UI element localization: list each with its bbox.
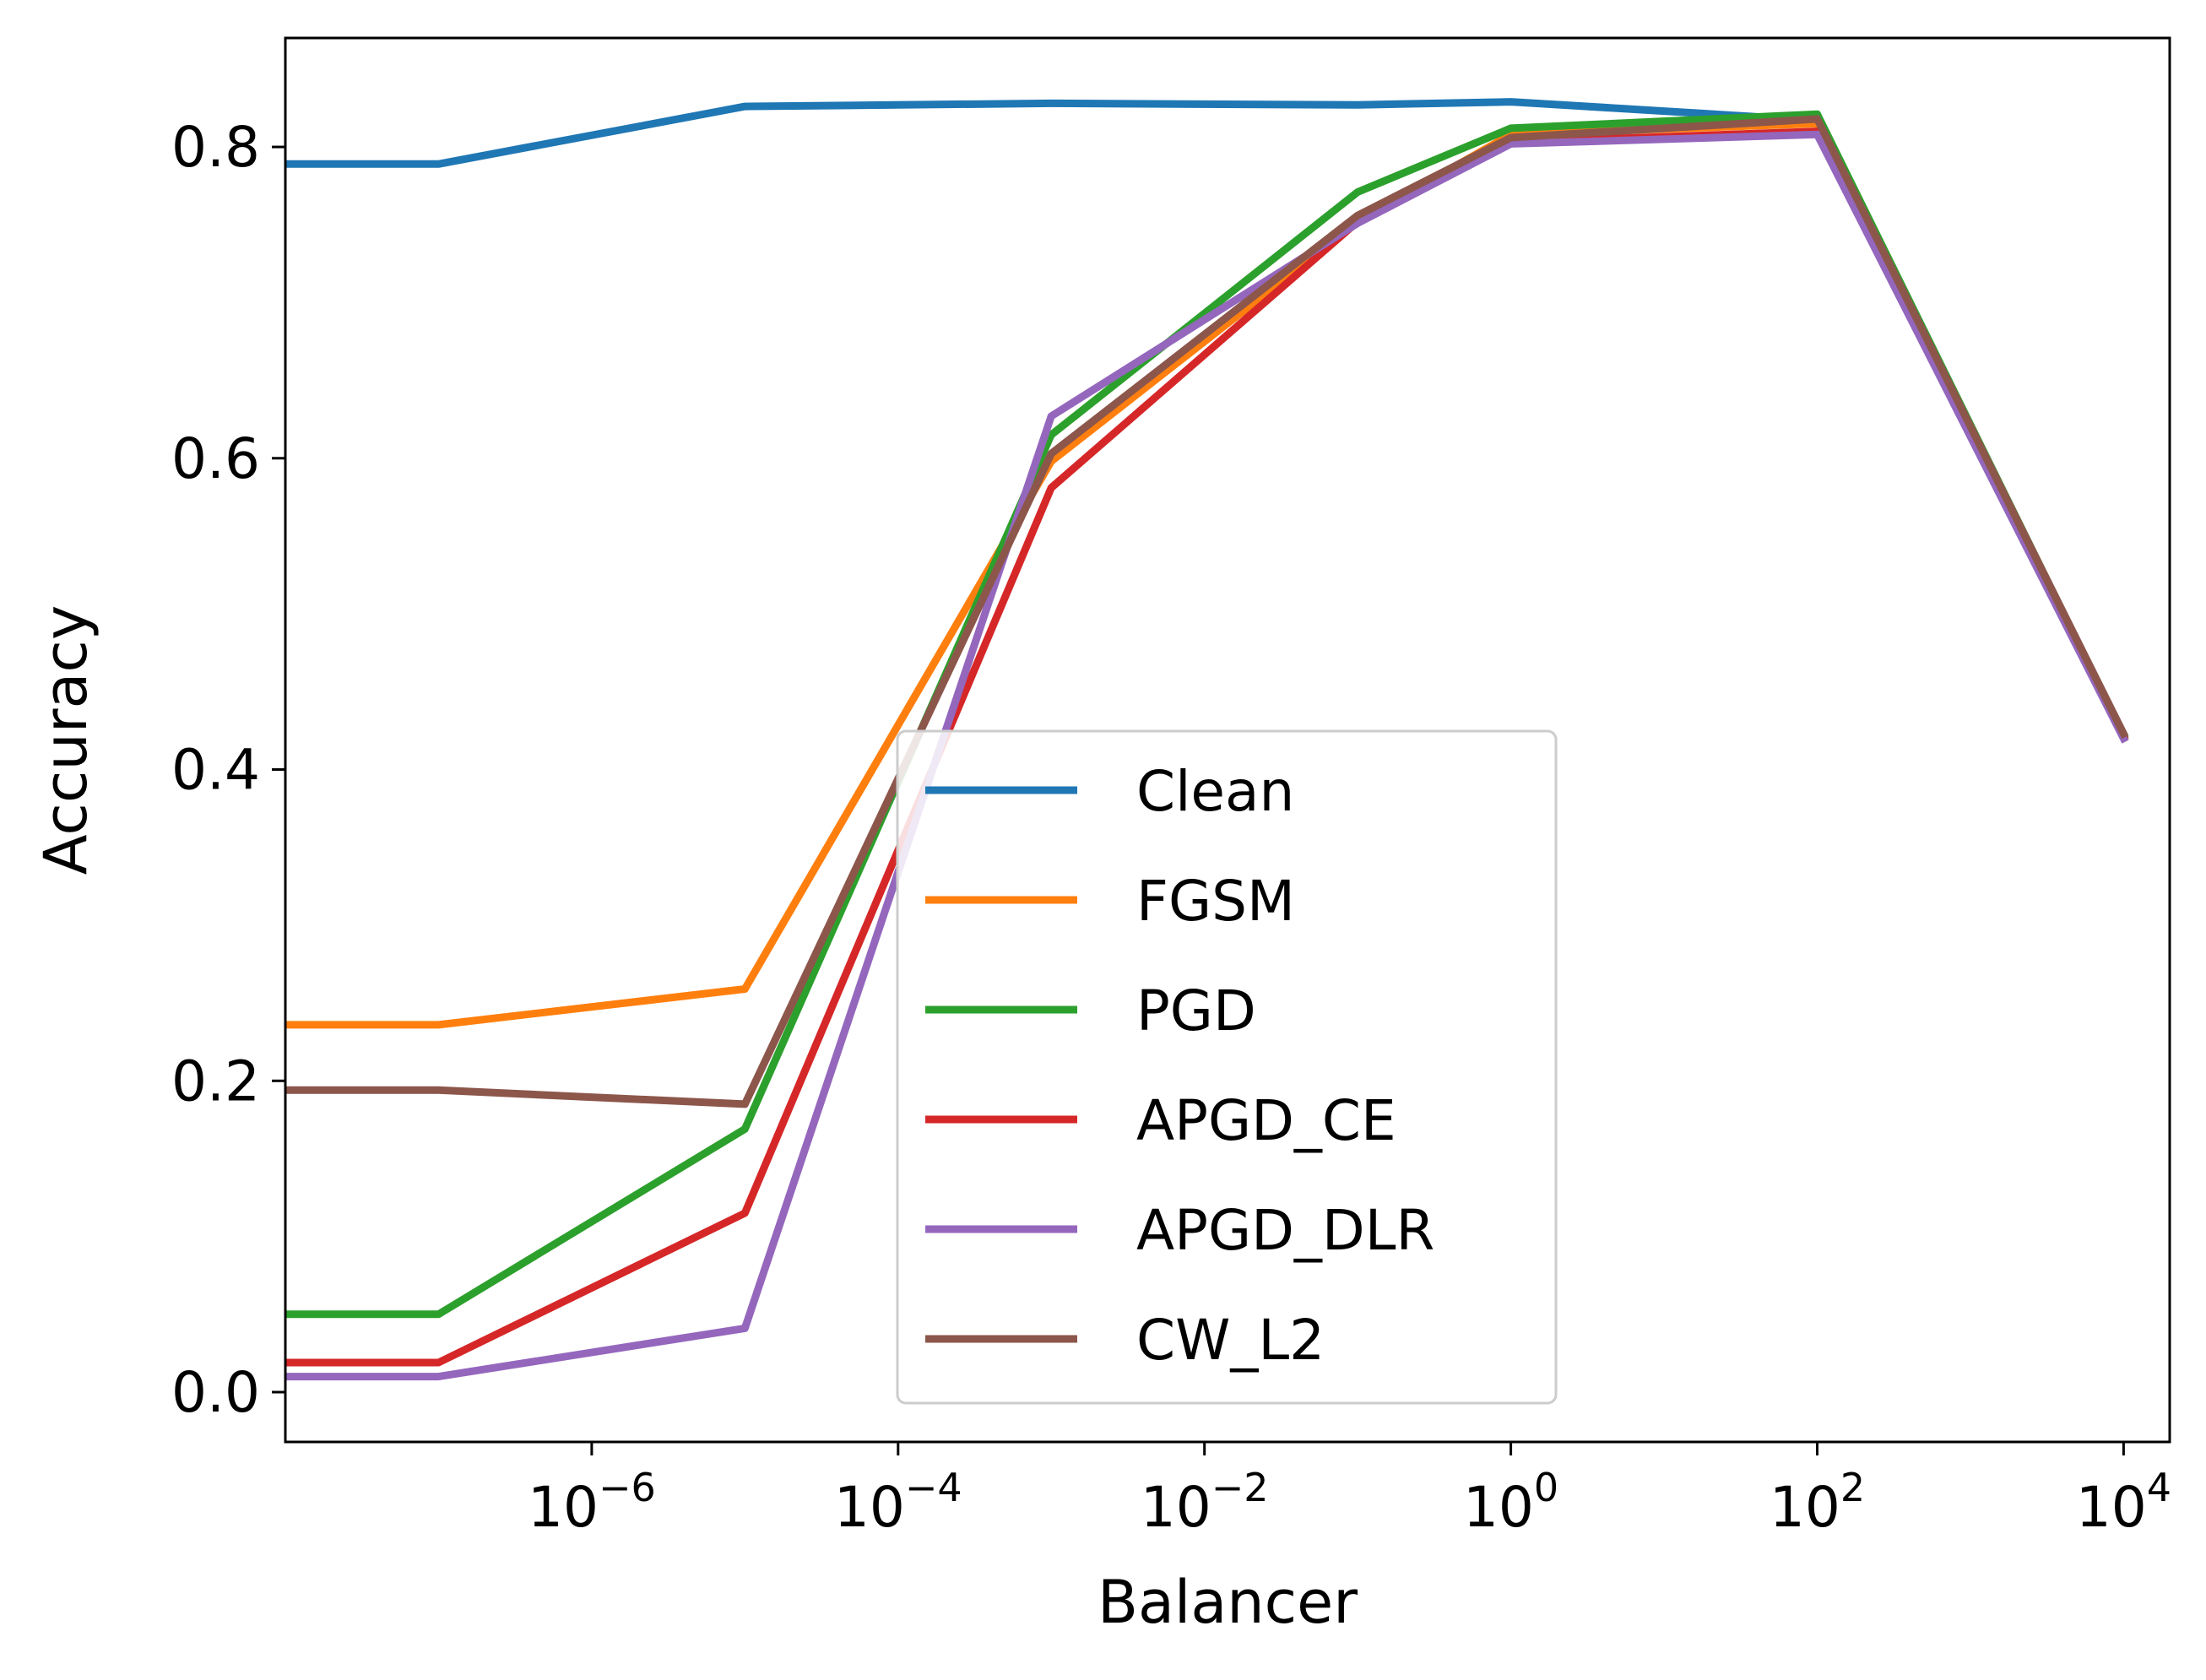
x-axis-ticks: 10−6 10−4 10−2 100 102 104 — [528, 1442, 2171, 1540]
legend: Clean FGSM PGD APGD_CE APGD_DLR CW_L2 — [896, 729, 1558, 1405]
legend-item-fgsm: FGSM — [925, 869, 1295, 934]
x-tick-label: 10−2 — [1141, 1465, 1269, 1540]
legend-label: FGSM — [1136, 869, 1295, 934]
y-tick-label: 0.0 — [171, 1360, 260, 1425]
series-line-apgd-dlr — [285, 130, 2129, 1381]
legend-items: Clean FGSM PGD APGD_CE APGD_DLR CW_L2 — [925, 759, 1434, 1373]
legend-item-pgd: PGD — [925, 978, 1256, 1043]
y-axis-label: Accuracy — [31, 605, 100, 875]
y-tick-label: 0.8 — [171, 115, 260, 180]
y-tick-label: 0.2 — [171, 1049, 260, 1114]
legend-label: PGD — [1136, 978, 1256, 1043]
y-tick-label: 0.4 — [171, 738, 260, 803]
series-line-pgd — [285, 110, 2129, 1319]
legend-label: Clean — [1136, 759, 1294, 824]
x-tick-label: 10−4 — [834, 1465, 962, 1540]
y-tick-label: 0.6 — [171, 426, 260, 491]
x-tick-label: 104 — [2076, 1465, 2171, 1540]
x-tick-label: 10−6 — [528, 1465, 656, 1540]
x-axis-label: Balancer — [1098, 1568, 1358, 1637]
legend-item-apgd-dlr: APGD_DLR — [925, 1198, 1434, 1263]
legend-label: APGD_CE — [1136, 1088, 1396, 1153]
x-tick-label: 100 — [1463, 1465, 1558, 1540]
legend-item-apgd-ce: APGD_CE — [925, 1088, 1396, 1153]
series-line-cw-l2 — [285, 115, 2129, 1108]
series-lines — [285, 98, 2129, 1381]
legend-label: APGD_DLR — [1136, 1198, 1434, 1263]
legend-label: CW_L2 — [1136, 1308, 1325, 1373]
legend-box — [896, 729, 1558, 1405]
y-axis-ticks: 0.0 0.2 0.4 0.6 0.8 — [171, 115, 285, 1425]
legend-item-clean: Clean — [925, 759, 1294, 824]
x-tick-label: 102 — [1770, 1465, 1865, 1540]
legend-item-cw-l2: CW_L2 — [925, 1308, 1325, 1373]
plot-area-frame — [284, 36, 2171, 1444]
